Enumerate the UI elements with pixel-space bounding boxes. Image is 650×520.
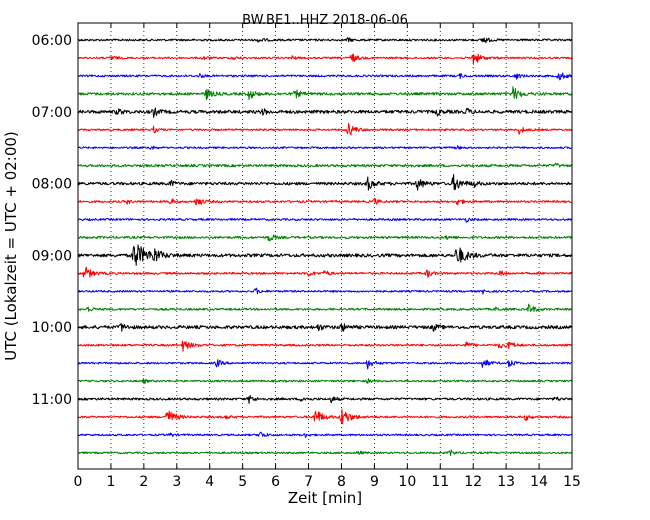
trace-line	[77, 340, 573, 352]
x-tick-label: 10	[398, 474, 416, 490]
x-tick-label: 11	[431, 474, 449, 490]
grid-lines	[110, 23, 540, 469]
trace-line	[77, 162, 573, 168]
x-tick-label: 7	[304, 474, 313, 490]
trace-line	[77, 86, 573, 101]
y-axis-ticks: 06:00 07:00 08:00 09:00 10:00 11:00	[32, 33, 572, 408]
trace-line	[77, 322, 573, 332]
x-tick-label: 15	[563, 474, 581, 490]
x-tick-label: 2	[139, 474, 148, 490]
trace-line	[77, 449, 572, 457]
trace-line	[77, 72, 573, 81]
trace-line	[77, 145, 572, 150]
trace-line	[77, 234, 572, 242]
x-tick-label: 12	[464, 474, 482, 490]
y-tick-label: 07:00	[32, 105, 72, 121]
trace-line	[77, 266, 573, 278]
y-tick-label: 08:00	[32, 177, 72, 193]
trace-line	[77, 394, 573, 404]
trace-line	[77, 431, 573, 438]
trace-line	[77, 107, 573, 118]
x-tick-label: 1	[106, 474, 115, 490]
trace-line	[77, 287, 573, 295]
trace-line	[77, 244, 573, 266]
trace-line	[77, 408, 573, 425]
y-tick-label: 06:00	[32, 33, 72, 49]
trace-line	[77, 37, 573, 44]
x-axis-label: Zeit [min]	[288, 489, 362, 507]
x-tick-label: 4	[205, 474, 214, 490]
x-tick-label: 9	[370, 474, 379, 490]
y-tick-label: 11:00	[32, 392, 72, 408]
trace-line	[77, 122, 573, 136]
x-tick-label: 14	[530, 474, 548, 490]
x-tick-label: 3	[172, 474, 181, 490]
plot-frame	[77, 22, 573, 470]
x-axis-ticks: 0 1 2 3 4 5 6 7 8 9 10 11 12 13 14 15	[74, 23, 581, 490]
trace-line	[77, 197, 572, 206]
trace-line	[77, 378, 573, 385]
trace-line	[77, 217, 573, 223]
x-tick-label: 8	[337, 474, 346, 490]
x-tick-label: 13	[497, 474, 515, 490]
x-tick-label: 5	[238, 474, 247, 490]
trace-line	[77, 173, 572, 191]
y-tick-label: 09:00	[32, 248, 72, 264]
y-tick-label: 10:00	[32, 320, 72, 336]
x-tick-label: 0	[74, 474, 83, 490]
trace-line	[77, 53, 573, 65]
chart-title: BW.BE1..HHZ 2018-06-06	[242, 13, 408, 28]
y-axis-label: UTC (Lokalzeit = UTC + 02:00)	[2, 131, 20, 361]
x-tick-label: 6	[271, 474, 280, 490]
trace-line	[77, 359, 572, 370]
traces	[77, 37, 573, 457]
trace-line	[77, 303, 573, 313]
